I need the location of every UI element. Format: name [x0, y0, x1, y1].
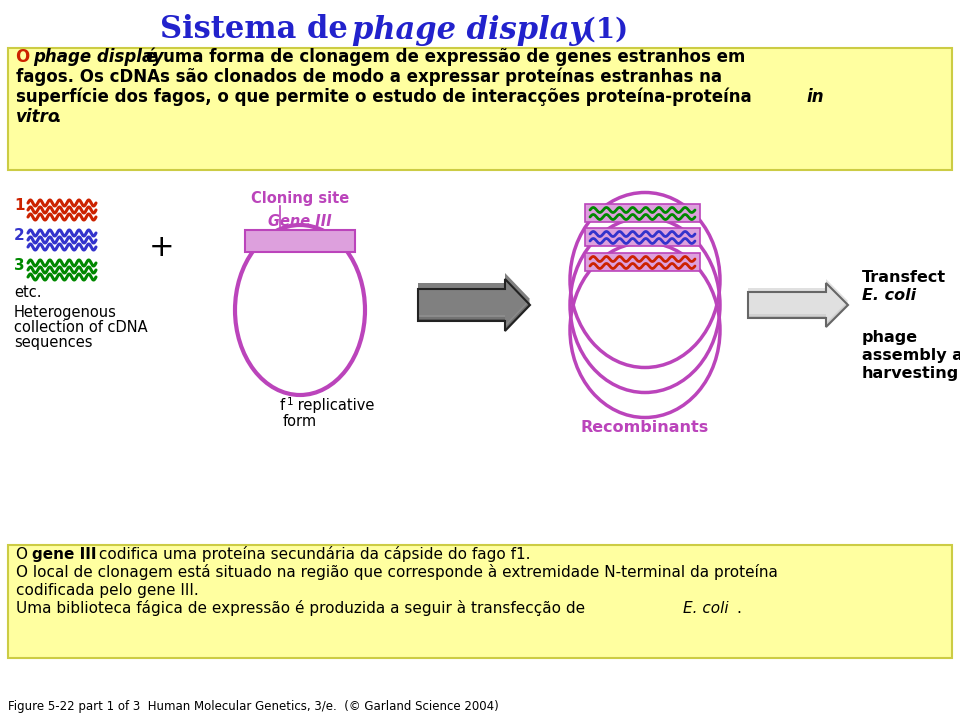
Text: form: form: [283, 414, 317, 429]
Text: sequences: sequences: [14, 335, 92, 350]
Text: 3: 3: [14, 258, 25, 273]
Text: Gene III: Gene III: [268, 213, 332, 228]
Text: (1): (1): [573, 16, 628, 44]
Text: E. coli: E. coli: [862, 288, 916, 303]
FancyBboxPatch shape: [585, 228, 700, 246]
Text: Sistema de: Sistema de: [160, 14, 358, 46]
Polygon shape: [418, 273, 530, 325]
Text: .: .: [54, 108, 60, 126]
Text: O local de clonagem está situado na região que corresponde à extremidade N-termi: O local de clonagem está situado na regi…: [16, 564, 778, 580]
FancyBboxPatch shape: [585, 253, 700, 271]
Text: O: O: [16, 547, 33, 562]
FancyBboxPatch shape: [8, 48, 952, 170]
Text: .: .: [736, 601, 741, 616]
Text: codifica uma proteína secundária da cápside do fago f1.: codifica uma proteína secundária da cáps…: [94, 546, 531, 562]
Text: Transfect: Transfect: [862, 270, 947, 285]
Text: replicative: replicative: [293, 398, 374, 413]
Polygon shape: [748, 281, 848, 325]
Polygon shape: [418, 275, 530, 327]
Text: +: +: [149, 233, 175, 263]
Text: Heterogenous: Heterogenous: [14, 305, 117, 320]
Text: Figure 5-22 part 1 of 3  Human Molecular Genetics, 3/e.  (© Garland Science 2004: Figure 5-22 part 1 of 3 Human Molecular …: [8, 700, 499, 713]
Text: O: O: [16, 48, 36, 66]
Text: vitro: vitro: [16, 108, 60, 126]
Text: assembly and: assembly and: [862, 348, 960, 363]
Text: collection of cDNA: collection of cDNA: [14, 320, 148, 335]
Text: etc.: etc.: [14, 285, 41, 300]
Text: 1: 1: [14, 198, 25, 213]
Text: 2: 2: [14, 228, 25, 243]
Text: Cloning site: Cloning site: [251, 190, 349, 205]
Text: E. coli: E. coli: [683, 601, 729, 616]
Text: phage display: phage display: [352, 14, 588, 46]
FancyBboxPatch shape: [8, 545, 952, 658]
Polygon shape: [418, 277, 530, 329]
Text: codificada pelo gene III.: codificada pelo gene III.: [16, 583, 199, 598]
Text: fagos. Os cDNAs são clonados de modo a expressar proteínas estranhas na: fagos. Os cDNAs são clonados de modo a e…: [16, 67, 722, 86]
Text: in: in: [806, 88, 824, 106]
Polygon shape: [418, 279, 530, 331]
Text: phage display: phage display: [33, 48, 163, 66]
Text: Recombinants: Recombinants: [581, 420, 709, 435]
Text: f: f: [280, 398, 285, 413]
Text: harvesting: harvesting: [862, 366, 959, 381]
Text: é uma forma de clonagem de expressão de genes estranhos em: é uma forma de clonagem de expressão de …: [146, 47, 745, 66]
Text: 1: 1: [287, 397, 294, 407]
Text: Uma biblioteca fágica de expressão é produzida a seguir à transfecção de: Uma biblioteca fágica de expressão é pro…: [16, 600, 590, 616]
Polygon shape: [748, 279, 848, 323]
FancyBboxPatch shape: [245, 230, 355, 252]
Polygon shape: [748, 283, 848, 327]
FancyBboxPatch shape: [585, 204, 700, 222]
Text: phage: phage: [862, 330, 918, 345]
Text: superfície dos fagos, o que permite o estudo de interacções proteína-proteína: superfície dos fagos, o que permite o es…: [16, 87, 757, 106]
Text: gene III: gene III: [32, 547, 97, 562]
